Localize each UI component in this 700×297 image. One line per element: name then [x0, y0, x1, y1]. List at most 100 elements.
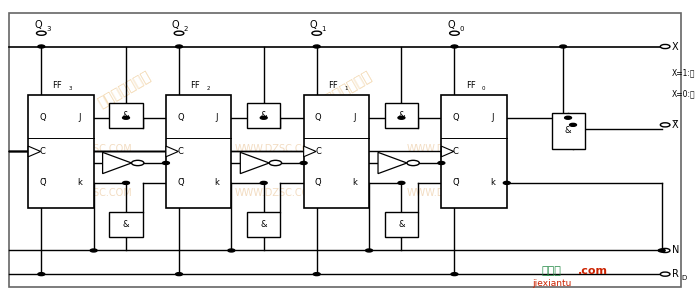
- Text: 0: 0: [482, 86, 486, 91]
- Text: WWW.DZSC.COM: WWW.DZSC.COM: [234, 188, 318, 198]
- Text: &: &: [398, 220, 405, 229]
- Circle shape: [38, 273, 45, 276]
- Circle shape: [398, 116, 405, 119]
- Text: R: R: [672, 269, 679, 279]
- Bar: [166, 95, 232, 208]
- Circle shape: [570, 123, 577, 126]
- Text: Q̅: Q̅: [452, 178, 459, 187]
- Circle shape: [176, 273, 183, 276]
- Text: J: J: [216, 113, 218, 122]
- Circle shape: [270, 160, 281, 166]
- Text: &: &: [260, 220, 267, 229]
- Circle shape: [176, 45, 183, 48]
- Text: FF: FF: [190, 81, 200, 90]
- Text: &: &: [122, 111, 130, 120]
- Text: J: J: [491, 113, 494, 122]
- Text: 1: 1: [321, 26, 326, 32]
- Text: 0: 0: [459, 26, 463, 32]
- Circle shape: [36, 31, 46, 35]
- Text: C: C: [177, 147, 183, 156]
- Polygon shape: [442, 146, 454, 157]
- Text: &: &: [260, 111, 267, 120]
- Text: k: k: [77, 178, 82, 187]
- Text: 维库电子市场网: 维库电子市场网: [316, 69, 374, 110]
- Circle shape: [132, 160, 144, 166]
- Circle shape: [162, 162, 169, 165]
- Text: FF: FF: [466, 81, 475, 90]
- Text: 3: 3: [69, 86, 72, 91]
- Text: Q̅: Q̅: [315, 178, 321, 187]
- Text: WWW.DZSC.COM: WWW.DZSC.COM: [407, 143, 490, 154]
- Text: WWW.DZSC.COM: WWW.DZSC.COM: [48, 143, 132, 154]
- Text: X=0:减: X=0:减: [672, 89, 696, 98]
- Text: FF: FF: [52, 81, 62, 90]
- Text: WWW.DZSC.COM: WWW.DZSC.COM: [234, 143, 318, 154]
- Text: k: k: [214, 178, 219, 187]
- Text: k: k: [490, 178, 495, 187]
- Circle shape: [438, 162, 444, 165]
- Text: k: k: [352, 178, 357, 187]
- Text: WWW.DZSC.COM: WWW.DZSC.COM: [48, 188, 132, 198]
- Polygon shape: [240, 152, 270, 174]
- Circle shape: [260, 181, 267, 184]
- Circle shape: [407, 160, 419, 166]
- Circle shape: [314, 45, 320, 48]
- Circle shape: [660, 45, 670, 49]
- Text: 3: 3: [46, 26, 50, 32]
- Text: Q̅: Q̅: [177, 178, 183, 187]
- Circle shape: [122, 181, 130, 184]
- Circle shape: [449, 31, 459, 35]
- Polygon shape: [103, 152, 132, 174]
- Circle shape: [451, 45, 458, 48]
- Text: Q: Q: [309, 20, 317, 30]
- Text: X̅: X̅: [672, 120, 679, 130]
- Text: C: C: [315, 147, 321, 156]
- Text: 维库电子市场网: 维库电子市场网: [96, 69, 153, 110]
- Text: Q: Q: [177, 113, 183, 122]
- Circle shape: [122, 116, 130, 119]
- Polygon shape: [304, 146, 316, 157]
- Text: J: J: [354, 113, 356, 122]
- Circle shape: [174, 31, 184, 35]
- Text: X=1:加: X=1:加: [672, 69, 696, 78]
- Text: &: &: [565, 126, 571, 135]
- Bar: [28, 95, 94, 208]
- Bar: [385, 212, 418, 237]
- Circle shape: [38, 45, 45, 48]
- Text: WWW.DZSC.COM: WWW.DZSC.COM: [407, 188, 490, 198]
- Text: Q: Q: [34, 20, 42, 30]
- Circle shape: [660, 272, 670, 276]
- Polygon shape: [378, 152, 407, 174]
- Text: &: &: [398, 111, 405, 120]
- Bar: [304, 95, 369, 208]
- Circle shape: [312, 31, 321, 35]
- Text: C: C: [453, 147, 459, 156]
- Bar: [109, 212, 143, 237]
- Circle shape: [228, 249, 235, 252]
- Text: Q̅: Q̅: [39, 178, 46, 187]
- Text: X: X: [672, 42, 679, 51]
- Polygon shape: [28, 146, 41, 157]
- Text: 1: 1: [344, 86, 348, 91]
- Circle shape: [260, 116, 267, 119]
- Circle shape: [503, 181, 510, 184]
- Bar: [385, 103, 418, 128]
- Polygon shape: [166, 146, 179, 157]
- Text: Q: Q: [172, 20, 179, 30]
- Circle shape: [560, 45, 566, 48]
- Circle shape: [90, 249, 97, 252]
- Bar: [247, 103, 280, 128]
- Text: jiexiantu: jiexiantu: [532, 279, 571, 287]
- Text: &: &: [122, 220, 130, 229]
- Text: C: C: [40, 147, 46, 156]
- Text: .com: .com: [578, 266, 608, 276]
- Text: N: N: [672, 246, 680, 255]
- Text: Q: Q: [452, 113, 459, 122]
- Text: Q: Q: [315, 113, 321, 122]
- Text: Q: Q: [447, 20, 455, 30]
- Bar: [442, 95, 507, 208]
- Text: 2: 2: [206, 86, 210, 91]
- Circle shape: [365, 249, 372, 252]
- Text: J: J: [78, 113, 80, 122]
- Bar: [552, 113, 584, 148]
